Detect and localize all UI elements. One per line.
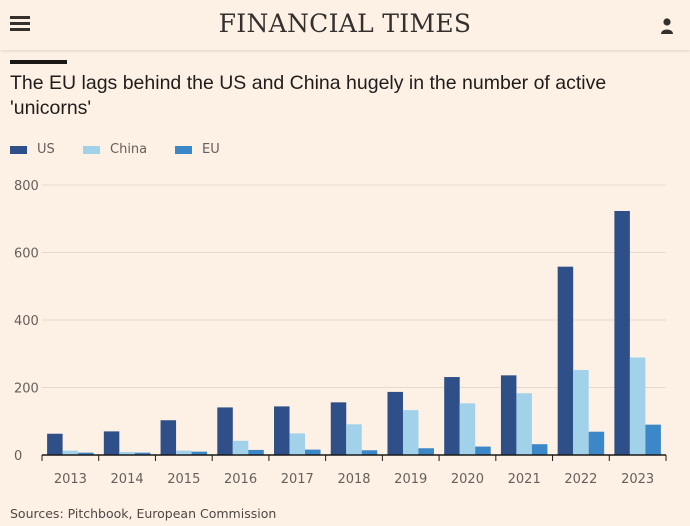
bar-us-2021 [500, 375, 517, 455]
legend-swatch-china [83, 146, 100, 154]
bar-chart: 0 200 400 600 800 2013 2014 2015 2016 2017 2018 201… [14, 179, 667, 487]
legend-swatch-us [10, 146, 27, 154]
bar-china-2013 [62, 450, 79, 455]
bar-us-2023 [614, 210, 630, 455]
bar-eu-2017 [305, 449, 321, 455]
site-logo[interactable]: FINANCIAL TIMES [218, 9, 472, 38]
x-tick-label-2018: 2018 [337, 472, 370, 487]
bar-us-2013 [47, 433, 63, 455]
bar-china-2023 [629, 357, 646, 455]
bar-us-2014 [103, 431, 120, 456]
x-tick-label-2020: 2020 [451, 472, 484, 487]
x-tick-label-2023: 2023 [621, 472, 654, 487]
bar-china-2015 [176, 450, 192, 455]
bar-china-2019 [402, 410, 419, 455]
x-tick-label-2013: 2013 [54, 472, 87, 487]
bar-us-2017 [274, 406, 290, 455]
bar-eu-2018 [361, 450, 378, 455]
bar-eu-2023 [645, 424, 661, 456]
bar-eu-2014 [134, 452, 151, 455]
bar-china-2018 [346, 424, 362, 455]
source-note: Sources: Pitchbook, European Commission [10, 506, 277, 521]
bar-china-2022 [573, 369, 589, 455]
x-tick-label-2017: 2017 [281, 472, 314, 487]
legend-swatch-eu [175, 146, 192, 154]
site-header: FINANCIAL TIMES [0, 0, 690, 50]
bar-us-2019 [387, 391, 403, 455]
y-tick-label-0: 0 [14, 449, 22, 464]
x-tick-label-2014: 2014 [111, 472, 144, 487]
x-tick-label-2019: 2019 [394, 472, 427, 487]
y-tick-label-400: 400 [14, 314, 39, 329]
bar-eu-2013 [78, 452, 94, 455]
title-accent-bar [10, 60, 67, 64]
x-tick-label-2021: 2021 [508, 472, 541, 487]
bar-us-2015 [160, 420, 177, 455]
bar-us-2016 [217, 407, 233, 455]
bar-china-2014 [119, 451, 135, 455]
legend-label-us: US [37, 142, 55, 157]
bar-china-2016 [232, 440, 249, 455]
bar-us-2020 [444, 377, 460, 455]
bar-eu-2019 [418, 448, 434, 455]
x-tick-label-2015: 2015 [167, 472, 200, 487]
bar-us-2018 [330, 402, 347, 455]
bar-eu-2020 [475, 446, 491, 455]
bar-eu-2022 [588, 431, 605, 455]
bar-china-2020 [459, 403, 476, 455]
x-tick-label-2022: 2022 [564, 472, 597, 487]
bar-eu-2016 [248, 449, 264, 455]
legend-label-china: China [110, 142, 148, 157]
legend-label-eu: EU [202, 142, 220, 157]
bar-eu-2021 [531, 444, 548, 455]
bar-us-2022 [557, 266, 574, 455]
user-icon[interactable] [660, 17, 674, 34]
y-tick-label-200: 200 [14, 382, 39, 397]
y-tick-label-800: 800 [14, 179, 39, 194]
bar-china-2017 [289, 433, 306, 455]
hamburger-menu-icon[interactable] [10, 16, 30, 32]
y-tick-label-600: 600 [14, 247, 39, 262]
x-tick-label-2016: 2016 [224, 472, 257, 487]
bar-eu-2015 [191, 451, 208, 456]
chart-title: The EU lags behind the US and China huge… [10, 72, 607, 119]
bar-china-2021 [516, 393, 532, 455]
